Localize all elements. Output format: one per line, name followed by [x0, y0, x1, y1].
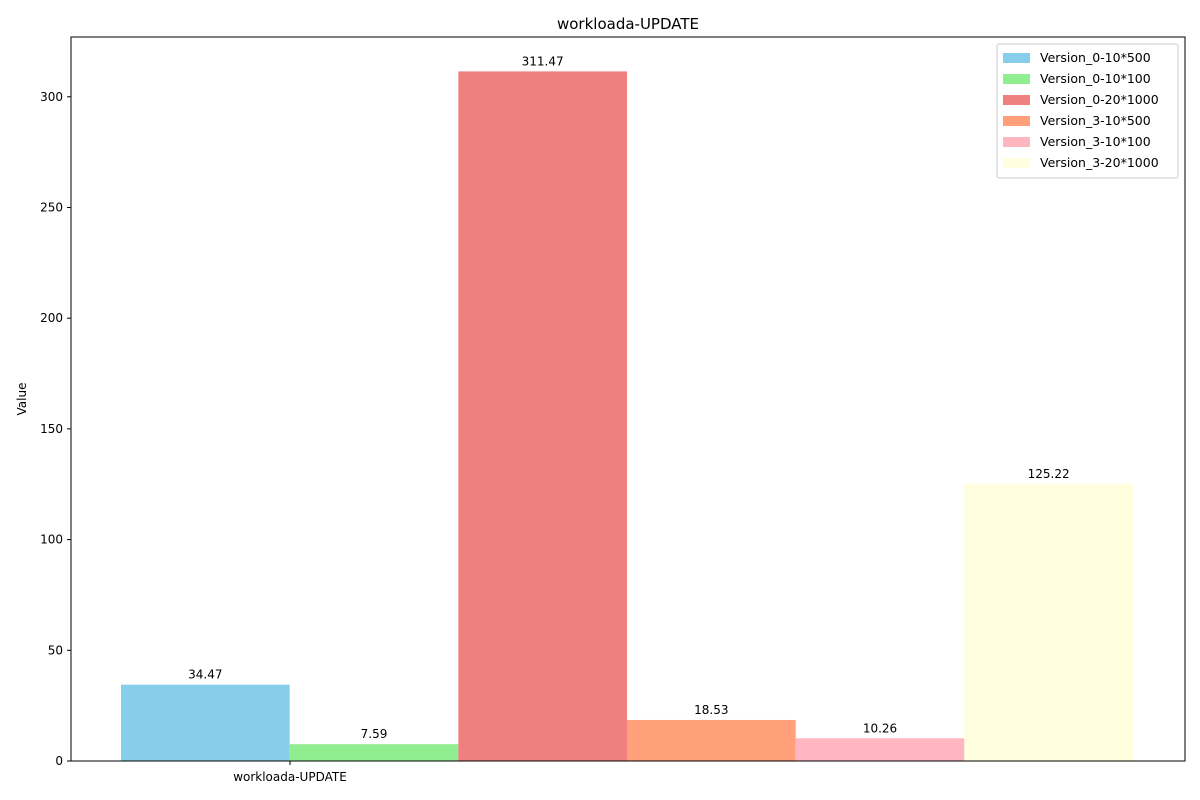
y-tick-label: 250 — [40, 200, 63, 214]
x-axis-ticks: workloada-UPDATE — [233, 761, 347, 784]
bar-series-5 — [964, 483, 1133, 761]
bars-group — [121, 71, 1133, 762]
data-label-series-2: 311.47 — [522, 54, 564, 68]
y-tick-label: 200 — [40, 311, 63, 325]
data-label-series-0: 34.47 — [188, 668, 222, 682]
bar-series-3 — [627, 719, 796, 761]
legend: Version_0-10*500 Version_0-10*100 Version_… — [996, 43, 1179, 179]
data-label-series-5: 125.22 — [1028, 467, 1070, 481]
chart-title: workloada-UPDATE — [557, 15, 699, 33]
legend-swatch-series-2 — [1003, 95, 1030, 105]
y-tick-label: 0 — [55, 754, 63, 768]
data-labels-group: 34.47 7.59 311.47 18.53 10.26 125.22 — [188, 54, 1070, 741]
y-tick-label: 150 — [40, 422, 63, 436]
legend-swatch-series-4 — [1003, 137, 1030, 147]
bar-series-0 — [121, 684, 290, 761]
data-label-series-1: 7.59 — [361, 727, 388, 741]
bar-series-2 — [458, 71, 627, 762]
legend-label-series-4: Version_3-10*100 — [1040, 134, 1151, 149]
y-tick-label: 300 — [40, 90, 63, 104]
plot-frame — [70, 36, 1186, 762]
x-tick-label: workloada-UPDATE — [233, 770, 347, 784]
y-tick-label: 100 — [40, 533, 63, 547]
legend-swatch-series-3 — [1003, 116, 1030, 126]
legend-swatch-series-1 — [1003, 74, 1030, 84]
legend-label-series-3: Version_3-10*500 — [1040, 113, 1151, 128]
y-tick-label: 50 — [48, 643, 63, 657]
legend-label-series-5: Version_3-20*1000 — [1040, 155, 1159, 170]
legend-frame — [996, 43, 1179, 179]
legend-swatch-series-5 — [1003, 158, 1030, 168]
data-label-series-3: 18.53 — [694, 703, 728, 717]
legend-label-series-1: Version_0-10*100 — [1040, 71, 1151, 86]
y-axis-label: Value — [15, 383, 29, 416]
legend-label-series-2: Version_0-20*1000 — [1040, 92, 1159, 107]
bar-series-4 — [795, 738, 965, 761]
data-label-series-4: 10.26 — [863, 721, 897, 735]
legend-swatch-series-0 — [1003, 53, 1030, 63]
legend-label-series-0: Version_0-10*500 — [1040, 50, 1151, 65]
bar-series-1 — [289, 744, 459, 761]
y-axis-ticks: 0 50 100 150 200 250 300 — [40, 90, 71, 768]
